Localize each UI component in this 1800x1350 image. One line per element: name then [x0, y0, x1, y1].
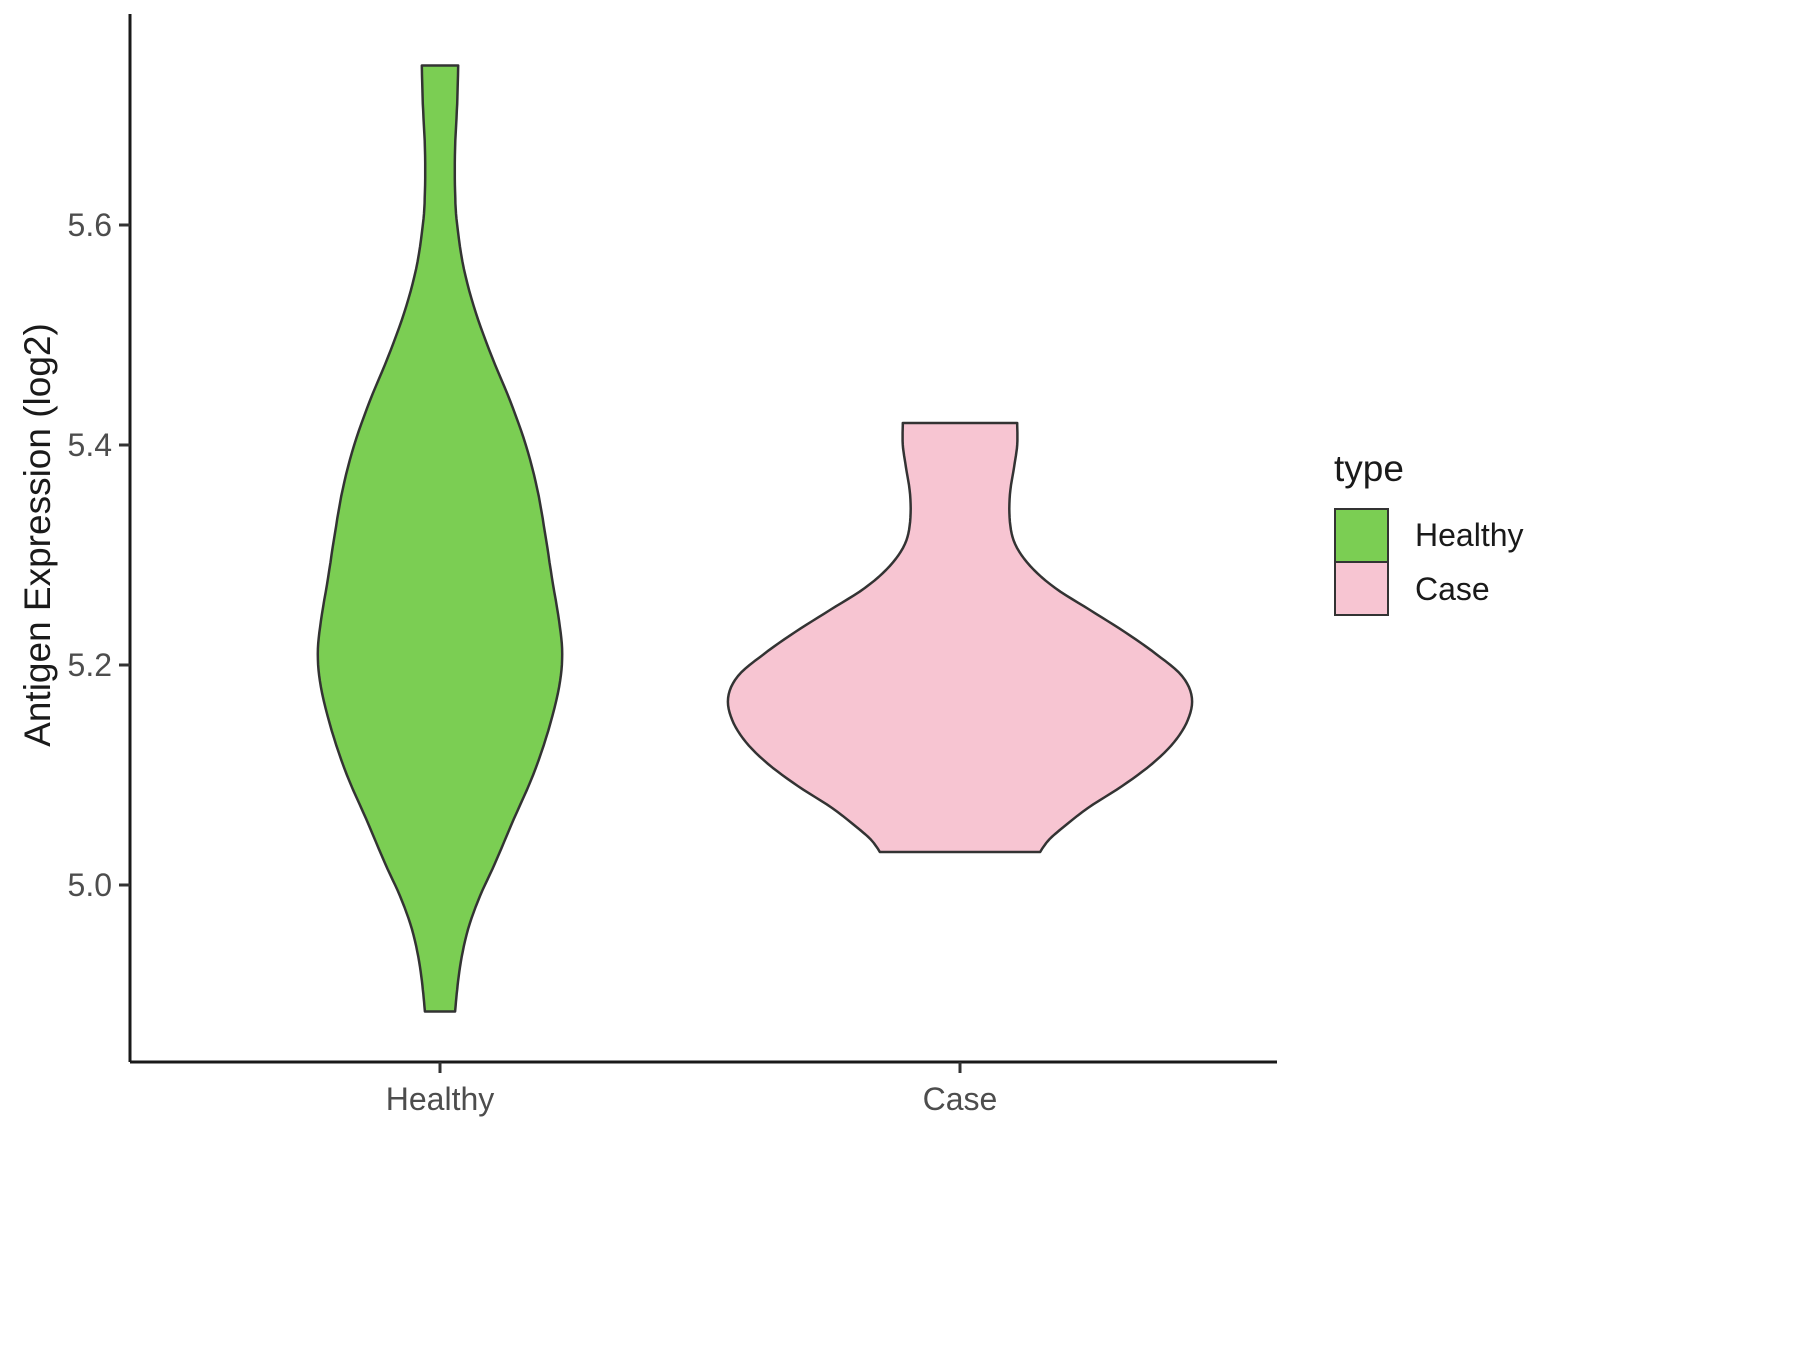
legend-label: Case	[1415, 571, 1490, 607]
legend-title: type	[1334, 448, 1404, 489]
x-category-label-case: Case	[922, 1081, 998, 1117]
legend-key-healthy	[1334, 508, 1389, 563]
x-category-label-healthy: Healthy	[385, 1081, 495, 1117]
legend-label: Healthy	[1415, 517, 1524, 553]
y-tick-label: 5.6	[67, 207, 112, 243]
legend-key-case	[1334, 561, 1389, 616]
violin-case	[726, 421, 1194, 854]
legend: type Healthy Case	[1334, 448, 1634, 616]
legend-entry-case: Case	[1334, 561, 1634, 616]
y-tick-label: 5.0	[67, 867, 112, 903]
y-tick-label: 5.4	[67, 427, 112, 463]
axes	[119, 14, 1277, 1073]
y-tick-label: 5.2	[67, 647, 112, 683]
legend-entries: Healthy Case	[1334, 508, 1634, 616]
violin-shapes	[316, 64, 1194, 1013]
legend-entry-healthy: Healthy	[1334, 508, 1634, 563]
violin-healthy	[316, 64, 564, 1013]
